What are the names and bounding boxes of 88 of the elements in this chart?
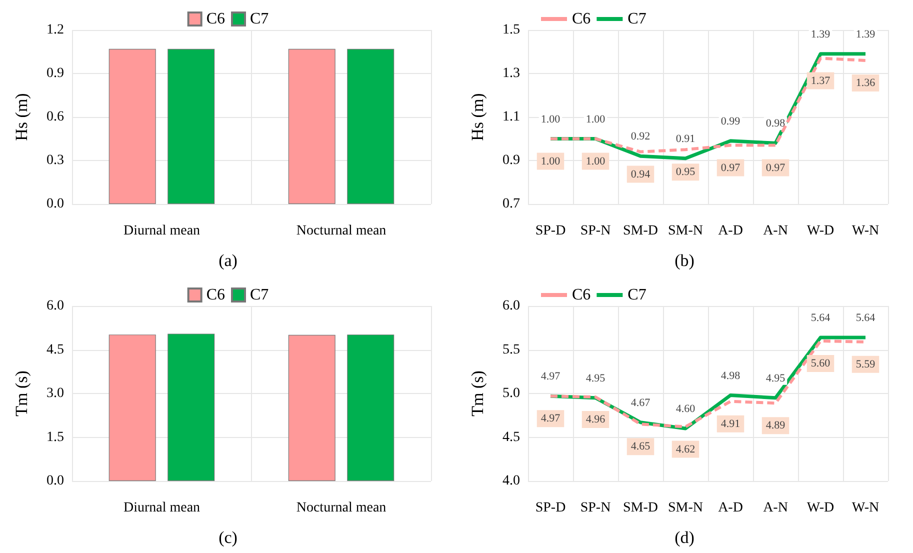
data-label: 0.91 — [676, 132, 696, 145]
x-tick-label: SM-D — [622, 224, 658, 238]
legend-label: C7 — [628, 10, 646, 28]
x-tick-label: W-D — [806, 224, 834, 238]
text: (b) — [674, 251, 694, 270]
data-label: 0.95 — [676, 166, 696, 178]
legend-label: C7 — [250, 10, 269, 28]
data-label: 4.97 — [540, 370, 561, 383]
data-label: 4.89 — [766, 420, 786, 432]
data-label: 0.98 — [766, 118, 786, 130]
y-tick-label: 0.6 — [46, 110, 64, 124]
x-tick-label: SM-D — [622, 500, 658, 516]
data-label: 1.00 — [586, 113, 606, 126]
y-tick-label: 6.0 — [502, 298, 520, 314]
data-label: 4.65 — [630, 440, 651, 453]
x-tick-label: Diurnal mean — [123, 224, 200, 238]
y-tick-label: 1.5 — [46, 430, 64, 445]
y-tick-label: 4.5 — [46, 342, 64, 358]
data-label: 4.96 — [586, 414, 606, 426]
data-label: 1.37 — [810, 74, 831, 87]
x-tick-label: SP-N — [580, 500, 611, 516]
x-tick-label: Nocturnal mean — [296, 224, 386, 238]
x-tick-label: W-D — [806, 500, 834, 516]
legend-label: C6 — [206, 286, 225, 304]
data-label: 0.97 — [720, 162, 741, 174]
y-tick-label: 6.0 — [46, 298, 64, 314]
data-label: 1.39 — [810, 28, 831, 40]
data-label: 4.95 — [766, 372, 786, 384]
data-label: 1.00 — [540, 155, 561, 168]
y-tick-label: 5.5 — [502, 342, 520, 358]
legend-label: C7 — [250, 286, 269, 304]
data-label: 1.36 — [856, 76, 876, 89]
x-tick-label: SP-D — [535, 224, 566, 238]
y-tick-label: 4.5 — [502, 430, 520, 445]
x-tick-label: Nocturnal mean — [296, 500, 386, 516]
x-tick-label: A-N — [763, 224, 788, 238]
y-tick-label: 3.0 — [46, 386, 64, 401]
y-axis-title: Hs (m) — [468, 93, 487, 141]
x-tick-label: W-N — [852, 224, 880, 238]
data-label: 1.00 — [586, 155, 606, 168]
x-tick-label: SP-N — [580, 224, 611, 238]
x-tick-label: W-N — [852, 500, 880, 516]
data-label: 0.99 — [720, 115, 741, 128]
y-tick-label: 1.1 — [502, 110, 520, 124]
y-tick-label: 0.9 — [46, 66, 64, 81]
legend-label: C6 — [206, 10, 225, 28]
data-label: 5.64 — [810, 312, 831, 324]
y-tick-label: 0.9 — [502, 153, 520, 168]
legend-label: C6 — [572, 10, 591, 28]
data-label: 4.67 — [630, 396, 651, 409]
data-label: 4.62 — [676, 443, 696, 456]
x-tick-label: A-D — [718, 500, 743, 516]
data-label: 4.91 — [720, 418, 740, 430]
data-label: 0.97 — [766, 162, 786, 174]
y-tick-label: 5.0 — [502, 386, 520, 401]
y-axis-title: Tm (s) — [12, 370, 31, 416]
y-tick-label: 0.3 — [46, 153, 64, 168]
legend-label: C6 — [572, 286, 591, 304]
legend-label: C7 — [628, 286, 646, 304]
y-tick-label: 0.0 — [46, 474, 64, 488]
x-tick-label: SP-D — [535, 500, 566, 516]
text: (a) — [218, 251, 238, 270]
y-tick-label: 0.7 — [502, 196, 520, 212]
data-label: 0.94 — [630, 168, 651, 180]
y-axis-title: Hs (m) — [12, 93, 31, 141]
y-tick-label: 1.5 — [502, 22, 520, 38]
y-tick-label: 1.3 — [502, 66, 520, 81]
data-label: 4.97 — [540, 412, 561, 425]
data-label: 4.98 — [720, 370, 741, 382]
y-tick-label: 4.0 — [502, 474, 520, 488]
x-tick-label: A-D — [718, 224, 743, 238]
text: (d) — [674, 528, 694, 547]
data-label: 4.95 — [586, 372, 606, 384]
data-label: 1.00 — [540, 113, 561, 126]
data-label: 5.60 — [810, 358, 831, 370]
x-tick-label: A-N — [763, 500, 788, 516]
y-tick-label: 0.0 — [46, 196, 64, 212]
data-label: 0.92 — [630, 130, 650, 143]
data-label: 5.64 — [856, 312, 876, 324]
data-label: 1.39 — [856, 28, 876, 40]
y-axis-title: Tm (s) — [468, 370, 487, 416]
x-tick-label: Diurnal mean — [123, 500, 200, 516]
x-tick-label: SM-N — [668, 500, 704, 516]
x-tick-label: SM-N — [668, 224, 704, 238]
data-label: 5.59 — [856, 358, 876, 370]
y-tick-label: 1.2 — [46, 22, 64, 38]
data-label: 4.60 — [676, 403, 696, 415]
text: (c) — [218, 528, 238, 547]
